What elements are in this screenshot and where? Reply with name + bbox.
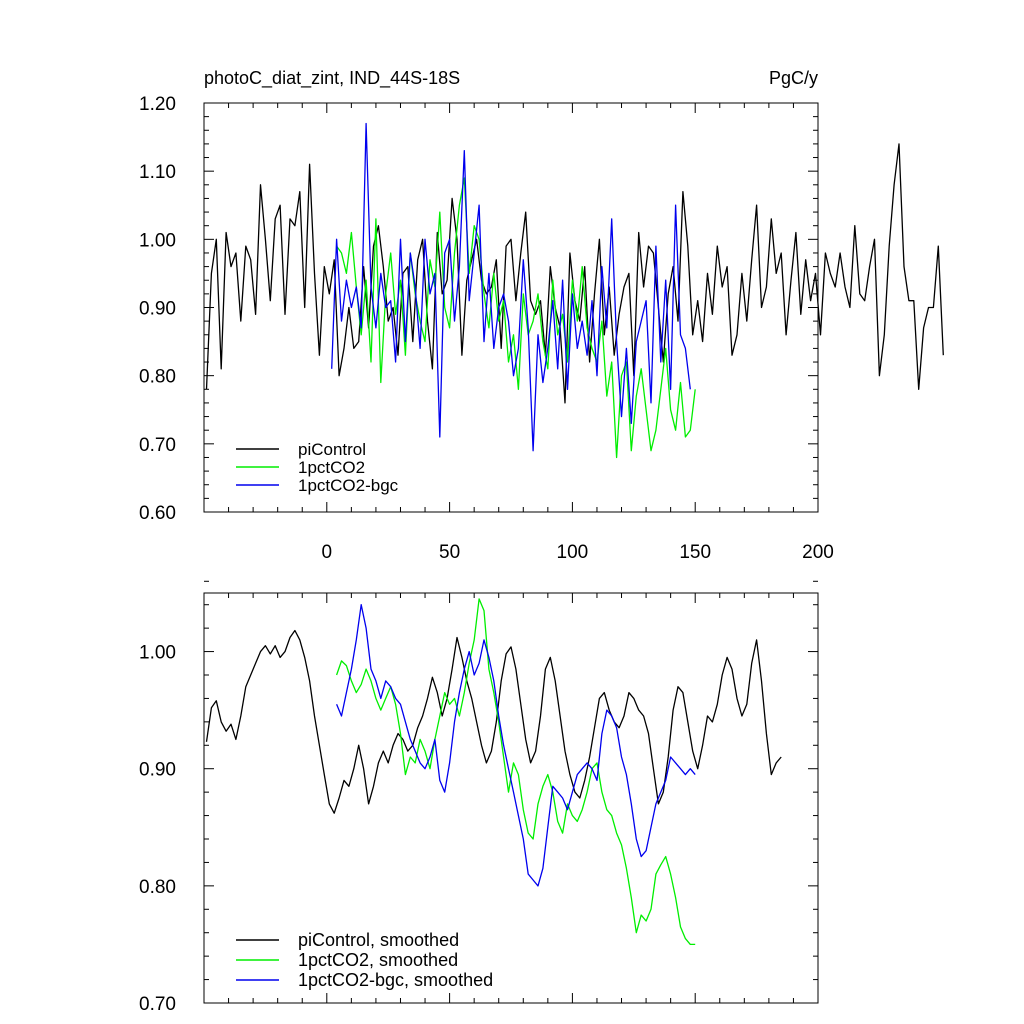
chart-title: photoC_diat_zint, IND_44S-18S [204, 68, 460, 89]
y-tick-label: 1.20 [139, 94, 176, 115]
legend-label: 1pctCO2-bgc [298, 476, 399, 495]
series-line [205, 629, 782, 814]
y-tick-label: 0.60 [139, 503, 176, 524]
plot-frame [203, 102, 819, 513]
y-tick-label: 0.90 [139, 760, 176, 781]
series-line [331, 122, 691, 452]
legend-label: piControl, smoothed [298, 930, 459, 950]
x-tick-label: 50 [439, 542, 460, 563]
y-tick-label: 0.90 [139, 299, 176, 320]
x-tick-label: 200 [802, 542, 834, 563]
series-lines [205, 598, 782, 946]
legend-label: 1pctCO2-bgc, smoothed [298, 970, 493, 990]
units-label: PgC/y [769, 68, 818, 88]
x-tick-label: 0 [322, 542, 333, 563]
x-tick-label: 100 [557, 542, 589, 563]
y-tick-label: 0.70 [139, 994, 176, 1015]
series-line [205, 143, 944, 404]
series-line [335, 598, 696, 946]
top-panel: photoC_diat_zint, IND_44S-18S PgC/y 0.60… [139, 68, 944, 563]
x-tick-labels: 0 50 100 150 200 [322, 542, 834, 563]
tick-marks [204, 580, 819, 1004]
y-tick-label: 0.80 [139, 877, 176, 898]
plot-frame [203, 592, 819, 1004]
y-tick-labels: 0.60 0.70 0.80 0.90 1.00 1.10 1.20 [139, 94, 176, 524]
series-lines [205, 122, 944, 459]
series-line [336, 604, 696, 887]
x-tick-label: 150 [679, 542, 711, 563]
y-tick-label: 0.80 [139, 367, 176, 388]
y-tick-label: 1.00 [139, 643, 176, 664]
bottom-panel: 0.700.800.901.00 piControl, smoothed1pct… [139, 580, 819, 1015]
legend-label: 1pctCO2 [298, 458, 365, 477]
tick-marks [204, 102, 819, 513]
legend-label: piControl [298, 440, 366, 459]
y-tick-label: 1.00 [139, 230, 176, 251]
legend-label: 1pctCO2, smoothed [298, 950, 458, 970]
y-tick-label: 1.10 [139, 162, 176, 183]
y-tick-label: 0.70 [139, 435, 176, 456]
y-tick-labels: 0.70 0.80 0.90 1.00 [139, 643, 176, 1015]
